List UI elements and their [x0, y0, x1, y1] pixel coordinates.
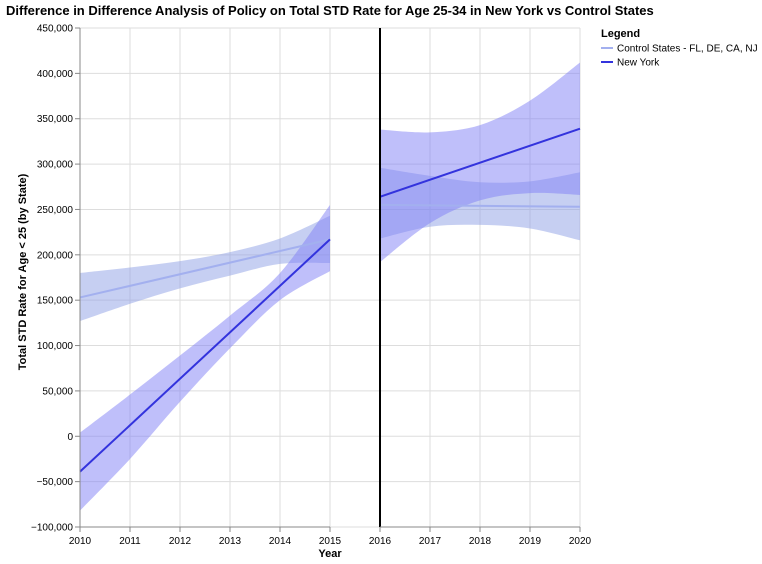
y-tick-label: 450,000	[37, 24, 74, 35]
new-york-legend-label: New York	[617, 58, 660, 69]
axes: −100,000 −50,000 0 50,000 100,000 150,000 200,…	[31, 24, 592, 548]
post-x-tick-label: 2018	[469, 536, 492, 547]
legend: Legend Control States - FL, DE, CA, NJ Ne…	[601, 28, 758, 69]
y-axis-title: Total STD Rate for Age < 25 (by State)	[17, 173, 29, 370]
control-pre-line	[79, 238, 331, 299]
y-tick-label: 0	[67, 432, 73, 443]
y-tick-label: 400,000	[37, 69, 74, 80]
pre-x-tick-label: 2012	[169, 536, 192, 547]
y-tick-label: −50,000	[37, 477, 74, 488]
new-york-pre-band	[80, 204, 330, 511]
post-x-tick-label: 2020	[569, 536, 592, 547]
new-york-post-line	[379, 127, 581, 198]
pre-x-tick-label: 2010	[69, 536, 92, 547]
y-tick-label: −100,000	[31, 523, 73, 534]
x-axis-title: Year	[318, 548, 342, 560]
control-legend-label: Control States - FL, DE, CA, NJ	[617, 44, 758, 55]
series-lines	[79, 127, 581, 473]
y-tick-label: 350,000	[37, 114, 74, 125]
y-tick-label: 200,000	[37, 250, 74, 261]
post-x-tick-label: 2019	[519, 536, 542, 547]
post-x-tick-label: 2016	[369, 536, 392, 547]
pre-x-tick-label: 2015	[319, 536, 342, 547]
new-york-pre-line	[79, 238, 331, 473]
y-tick-label: 100,000	[37, 341, 74, 352]
pre-x-tick-label: 2013	[219, 536, 242, 547]
post-x-tick-label: 2017	[419, 536, 442, 547]
y-tick-label: 300,000	[37, 160, 74, 171]
y-tick-label: 150,000	[37, 296, 74, 307]
chart-title: Difference in Difference Analysis of Pol…	[6, 3, 654, 18]
control-post-line	[379, 203, 581, 208]
y-tick-label: 250,000	[37, 205, 74, 216]
y-tick-label: 50,000	[42, 386, 73, 397]
legend-title: Legend	[601, 28, 640, 40]
pre-x-tick-label: 2011	[119, 536, 141, 547]
pre-x-tick-label: 2014	[269, 536, 292, 547]
